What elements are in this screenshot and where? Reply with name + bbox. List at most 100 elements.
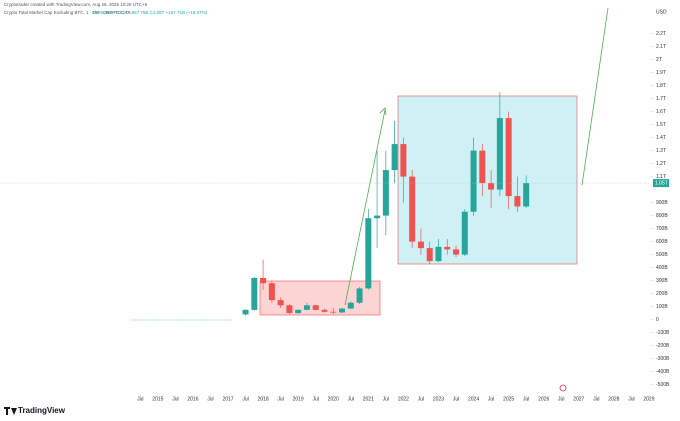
candle-body — [461, 211, 468, 255]
candle-body — [409, 176, 416, 242]
y-tick-label: 1.8T — [656, 83, 666, 89]
candle-body — [339, 308, 346, 313]
x-tick-label: Jul — [383, 396, 389, 402]
last-price-label: 1.05T — [655, 180, 668, 186]
x-tick-label: 2028 — [608, 396, 619, 402]
y-tick-label: 700B — [656, 226, 668, 232]
ohlc-legend: O976.36B H1.11T L867.75B C1.05T +167.71B… — [92, 10, 208, 15]
logo-icon — [4, 407, 17, 415]
y-tick-label: 800B — [656, 213, 668, 219]
candle-body — [444, 246, 451, 250]
y-tick-label: 300B — [656, 278, 668, 284]
range-box — [259, 280, 381, 316]
candle-body — [242, 309, 249, 315]
candle-body — [321, 309, 328, 312]
candle-body — [505, 118, 512, 197]
x-tick-label: Jul — [313, 396, 319, 402]
x-tick-label: Jul — [207, 396, 213, 402]
y-tick-label: 1.5T — [656, 122, 666, 128]
y-tick-label: 1.6T — [656, 109, 666, 115]
y-tick-label: 200B — [656, 291, 668, 297]
y-tick-label: 0 — [656, 317, 659, 323]
y-tick-label: 1.7T — [656, 96, 666, 102]
y-tick-label: -500B — [656, 382, 670, 388]
x-tick-label: Jul — [628, 396, 634, 402]
x-tick-label: Jul — [348, 396, 354, 402]
x-tick-label: 2016 — [187, 396, 198, 402]
credit: Cryptotrader created with TradingView.co… — [4, 2, 148, 7]
x-tick-label: Jul — [453, 396, 459, 402]
y-tick-label: 100B — [656, 304, 668, 310]
arrow — [344, 109, 386, 306]
candle-body — [514, 196, 521, 207]
y-tick-label: 1.9T — [656, 70, 666, 76]
y-tick-label: 2T — [656, 57, 662, 63]
candle-body — [400, 144, 407, 177]
candle-body — [365, 218, 372, 289]
x-tick-label: Jul — [523, 396, 529, 402]
x-tick-label: 2019 — [293, 396, 304, 402]
y-unit: USD — [656, 9, 667, 15]
event-marker — [559, 384, 567, 392]
target-box — [397, 95, 578, 265]
x-tick-label: Jul — [277, 396, 283, 402]
y-tick-label: 2.1T — [656, 44, 666, 50]
logo: TradingView — [4, 406, 66, 415]
candle-body — [330, 311, 337, 313]
y-tick-label: 1.4T — [656, 135, 666, 141]
x-tick-label: Jul — [242, 396, 248, 402]
x-tick-label: 2023 — [433, 396, 444, 402]
candle-body — [251, 278, 258, 310]
x-tick-label: 2027 — [573, 396, 584, 402]
arrow — [581, 7, 609, 186]
candle-body — [260, 278, 267, 284]
x-tick-label: Jul — [172, 396, 178, 402]
x-tick-label: 2015 — [152, 396, 163, 402]
y-tick-label: 1.1T — [656, 174, 666, 180]
y-tick-label: 600B — [656, 239, 668, 245]
y-tick-label: 500B — [656, 252, 668, 258]
x-tick-label: 2020 — [328, 396, 339, 402]
y-tick-label: 900B — [656, 200, 668, 206]
candle-body — [453, 249, 460, 255]
x-tick-label: 2025 — [503, 396, 514, 402]
x-tick-label: Jul — [418, 396, 424, 402]
x-tick-label: Jul — [558, 396, 564, 402]
y-tick-label: -100B — [656, 330, 670, 336]
candle-body — [496, 118, 503, 190]
candle-body — [470, 150, 477, 212]
x-tick-label: 2029 — [643, 396, 654, 402]
candle-body — [277, 300, 284, 306]
y-tick-label: -200B — [656, 343, 670, 349]
candle-body — [268, 283, 275, 301]
x-tick-label: 2017 — [222, 396, 233, 402]
brand: TradingView — [18, 406, 66, 415]
y-tick-label: -400B — [656, 369, 670, 375]
x-tick-label: 2018 — [258, 396, 269, 402]
x-tick-label: Jul — [488, 396, 494, 402]
x-tick-label: 2021 — [363, 396, 374, 402]
x-tick-label: Jul — [593, 396, 599, 402]
x-tick-label: 2026 — [538, 396, 549, 402]
x-tick-label: 2022 — [398, 396, 409, 402]
candle-body — [347, 302, 354, 309]
candle-body — [303, 305, 310, 310]
x-tick-label: Jul — [137, 396, 143, 402]
candle-body — [286, 305, 293, 314]
candle-body — [479, 150, 486, 184]
candle-body — [426, 248, 433, 262]
candle-body — [523, 183, 530, 207]
last-price-box — [653, 179, 669, 188]
y-tick-label: -300B — [656, 356, 670, 362]
y-tick-label: 2.2T — [656, 31, 666, 37]
y-tick-label: 400B — [656, 265, 668, 271]
symbol-title: Crypto Total Market Cap Excluding BTC, 1… — [4, 10, 131, 15]
candle-body — [382, 170, 389, 216]
candle-body — [374, 215, 381, 219]
candle-body — [435, 246, 442, 262]
candle-body — [488, 183, 495, 190]
candle-body — [312, 305, 319, 310]
candle-body — [356, 288, 363, 303]
